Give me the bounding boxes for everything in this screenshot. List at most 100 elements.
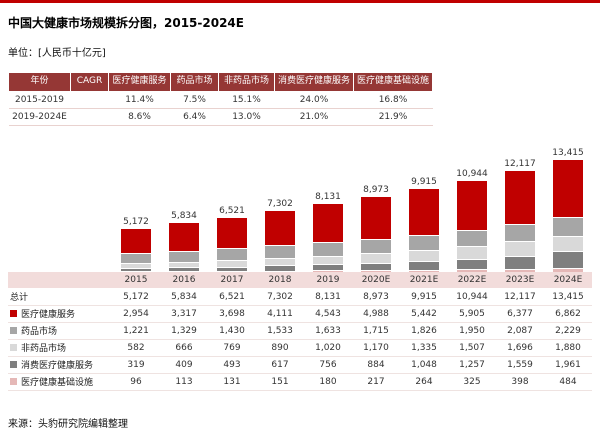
bar-total-label: 5,172 xyxy=(123,216,149,227)
bar-segment xyxy=(121,253,151,264)
table-cell: 1,559 xyxy=(507,359,533,370)
accent-topline xyxy=(0,0,600,3)
stacked-bar xyxy=(457,180,487,272)
bar-segment xyxy=(409,260,439,270)
cagr-row: 2015-2019 11.4% 7.5% 15.1% 24.0% 16.8% xyxy=(8,91,433,109)
table-cell: 325 xyxy=(463,376,481,387)
cagr-header-cell: 医疗健康基础设施 xyxy=(353,72,433,92)
bar-segment xyxy=(505,255,535,269)
data-table-body: 总计 5,172 5,834 6,521 7,302 8,131 8,973 9,915 10,… xyxy=(8,289,592,391)
stacked-bar xyxy=(505,170,535,272)
cagr-cell xyxy=(70,108,109,126)
table-cell: 1,257 xyxy=(459,359,485,370)
table-cell: 7,302 xyxy=(267,291,293,302)
table-cell: 2,229 xyxy=(555,325,581,336)
cagr-table: 年份 CAGR 医疗健康服务 药品市场 非药品市场 消费医疗健康服务 医疗健康基础设施 20… xyxy=(8,72,433,126)
cagr-header-row: 年份 CAGR 医疗健康服务 药品市场 非药品市场 消费医疗健康服务 医疗健康基础设施 xyxy=(8,72,433,92)
cagr-cell: 2015-2019 xyxy=(8,91,71,109)
cagr-cell: 21.0% xyxy=(274,108,354,126)
table-cell: 264 xyxy=(415,376,433,387)
bar-segment xyxy=(409,234,439,250)
row-label: 医疗健康基础设施 xyxy=(8,375,112,388)
stacked-bar xyxy=(313,204,343,272)
stacked-bar-chart: 5,172 5,834 6,521 7,302 8,131 8,973 9,915 10,94… xyxy=(8,140,592,272)
legend-swatch xyxy=(10,361,17,369)
table-row: 总计 5,172 5,834 6,521 7,302 8,131 8,973 9,915 10,… xyxy=(8,289,592,306)
page-title: 中国大健康市场规模拆分图，2015-2024E xyxy=(8,16,244,30)
table-row: 非药品市场 582 666 769 890 1,020 1,170 1,335 1,507 1,6… xyxy=(8,340,592,357)
year-header-cell: 2021E xyxy=(409,274,439,285)
table-cell: 1,533 xyxy=(267,325,293,336)
bar-segment xyxy=(553,235,583,252)
bar-segment xyxy=(457,180,487,230)
row-label-text: 药品市场 xyxy=(21,327,58,338)
bar-segment xyxy=(169,261,199,268)
legend-swatch xyxy=(10,327,17,335)
table-cell: 1,430 xyxy=(219,325,245,336)
row-label: 消费医疗健康服务 xyxy=(8,358,112,371)
bar-column: 5,834 xyxy=(160,211,208,272)
table-cell: 8,131 xyxy=(315,291,341,302)
bar-segment xyxy=(409,189,439,235)
table-cell: 493 xyxy=(223,359,241,370)
year-header-cell: 2020E xyxy=(361,274,391,285)
year-header-cell: 2016 xyxy=(172,274,196,285)
bar-segment xyxy=(265,245,295,259)
cagr-cell: 2019-2024E xyxy=(8,108,71,126)
bar-segment xyxy=(553,217,583,236)
bar-total-label: 5,834 xyxy=(171,211,197,222)
bar-column: 13,415 xyxy=(544,148,592,272)
data-table-year-header: 2015 2016 2017 2018 2019 2020E 2021E 2022E 2023E… xyxy=(8,271,592,289)
table-row: 药品市场 1,221 1,329 1,430 1,533 1,633 1,715 1,826 1… xyxy=(8,323,592,340)
bar-total-label: 8,131 xyxy=(315,192,341,202)
bar-segment xyxy=(505,268,535,272)
table-cell: 2,954 xyxy=(123,308,149,319)
table-cell: 484 xyxy=(559,376,577,387)
stacked-bar xyxy=(553,159,583,272)
stacked-bar xyxy=(169,223,199,272)
bar-total-label: 10,944 xyxy=(456,168,488,179)
table-cell: 2,087 xyxy=(507,325,533,336)
stacked-bar xyxy=(409,189,439,272)
bar-segment xyxy=(169,267,199,271)
bar-segment xyxy=(457,269,487,272)
year-header-cell: 2019 xyxy=(316,274,340,285)
table-cell: 113 xyxy=(175,376,193,387)
table-cell: 3,317 xyxy=(171,308,197,319)
stacked-bar xyxy=(361,197,391,272)
bar-segment xyxy=(361,262,391,271)
table-cell: 12,117 xyxy=(504,291,536,302)
bar-segment xyxy=(265,265,295,271)
table-cell: 319 xyxy=(127,359,145,370)
table-cell: 217 xyxy=(367,376,385,387)
table-cell: 1,221 xyxy=(123,325,149,336)
table-cell: 4,988 xyxy=(363,308,389,319)
table-cell: 3,698 xyxy=(219,308,245,319)
cagr-cell: 16.8% xyxy=(353,91,433,109)
bar-segment xyxy=(313,264,343,271)
bar-segment xyxy=(169,223,199,251)
year-header-cell: 2017 xyxy=(220,274,244,285)
bar-segment xyxy=(505,170,535,224)
legend-swatch xyxy=(10,310,17,318)
bar-total-label: 13,415 xyxy=(552,147,584,158)
cagr-cell: 21.9% xyxy=(353,108,433,126)
cagr-cell: 7.5% xyxy=(170,91,219,109)
bar-segment xyxy=(361,270,391,272)
table-cell: 1,826 xyxy=(411,325,437,336)
bar-column: 8,131 xyxy=(304,192,352,272)
table-cell: 666 xyxy=(175,342,193,353)
table-cell: 6,521 xyxy=(219,291,245,302)
table-cell: 13,415 xyxy=(552,291,584,302)
bar-segment xyxy=(553,251,583,268)
bar-column: 9,915 xyxy=(400,177,448,272)
bar-segment xyxy=(553,159,583,218)
table-cell: 769 xyxy=(223,342,241,353)
bar-segment xyxy=(457,229,487,247)
bar-segment xyxy=(361,197,391,239)
row-label-text: 消费医疗健康服务 xyxy=(21,361,94,372)
cagr-row: 2019-2024E 8.6% 6.4% 13.0% 21.0% 21.9% xyxy=(8,108,433,126)
stacked-bar xyxy=(265,210,295,272)
table-cell: 1,329 xyxy=(171,325,197,336)
table-cell: 1,020 xyxy=(315,342,341,353)
